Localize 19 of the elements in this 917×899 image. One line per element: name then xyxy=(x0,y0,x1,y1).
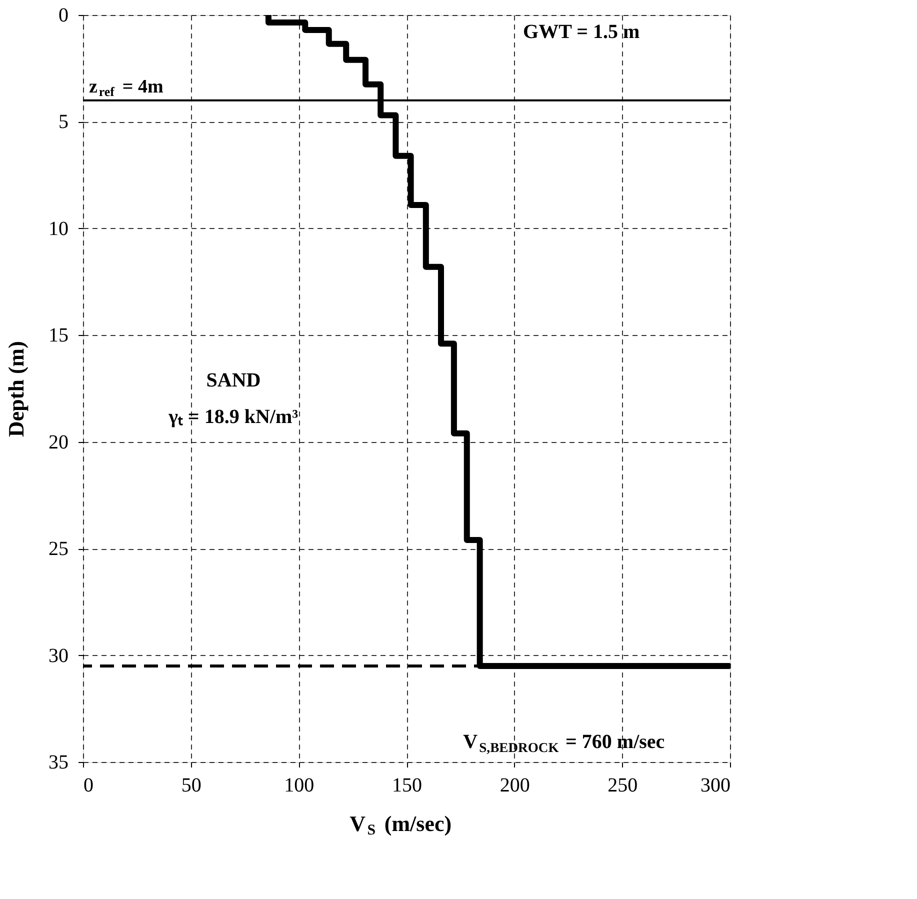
x-tick-label: 100 xyxy=(284,774,314,796)
y-axis-title: Depth (m) xyxy=(4,341,28,437)
annotation: SAND xyxy=(206,369,261,392)
annotation: γₜ = 18.9 kN/m³ xyxy=(168,406,298,428)
x-tick-label: 50 xyxy=(181,774,202,796)
x-tick-label: 250 xyxy=(608,774,638,796)
y-tick-label: 20 xyxy=(48,431,68,454)
annotation: GWT = 1.5 m xyxy=(523,21,640,44)
y-tick-label: 35 xyxy=(48,752,68,774)
y-tick-label: 5 xyxy=(58,111,68,134)
y-tick-label: 10 xyxy=(48,218,68,240)
y-tick-label: 0 xyxy=(58,4,68,26)
x-tick-label: 300 xyxy=(700,774,730,796)
y-tick-label: 30 xyxy=(48,644,68,667)
x-tick-label: 150 xyxy=(392,774,422,796)
y-tick-label: 15 xyxy=(48,324,68,347)
x-tick-label: 200 xyxy=(500,774,530,796)
x-tick-label: 0 xyxy=(84,774,94,796)
y-tick-label: 25 xyxy=(48,538,68,560)
